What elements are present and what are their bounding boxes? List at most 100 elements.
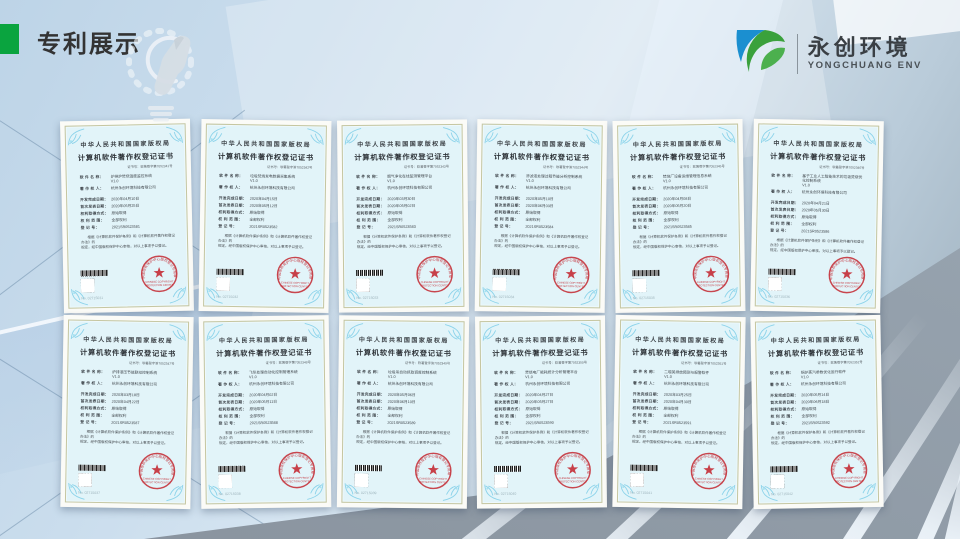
field-label: 权利取得方式： bbox=[494, 406, 523, 412]
field-label: 软 件 名 称： bbox=[494, 370, 518, 375]
field-label: 著 作 权 人： bbox=[632, 185, 656, 191]
svg-text:CHINESE COPYRIGHT: CHINESE COPYRIGHT bbox=[283, 476, 311, 480]
software-name: 垃圾吊自动抓取调度控制系统 V1.0 bbox=[387, 369, 437, 379]
certificate-fields: 软 件 名 称： 焚烧电厂能耗统计分析管理平台 V1.0 著 作 权 人： 杭州永… bbox=[494, 370, 589, 426]
corner-ornament-icon bbox=[168, 286, 186, 304]
qr-code bbox=[630, 473, 644, 487]
publish-date: 2020年05月02日 bbox=[387, 203, 416, 209]
svg-text:PROTECTION CENTER: PROTECTION CENTER bbox=[419, 480, 448, 484]
corner-ornament-icon bbox=[70, 288, 88, 306]
software-name: 锅炉蒸汽参数优化运行软件 V1.0 bbox=[800, 369, 846, 380]
barcode bbox=[492, 268, 520, 276]
field-label: 登 记 号： bbox=[80, 225, 100, 230]
field-label: 著 作 权 人： bbox=[632, 380, 657, 386]
field-label: 著 作 权 人： bbox=[79, 185, 104, 191]
barcode bbox=[78, 464, 106, 472]
barcode bbox=[630, 464, 658, 472]
barcode bbox=[494, 465, 522, 472]
corner-ornament-icon bbox=[344, 482, 362, 500]
field-label: 软 件 名 称： bbox=[633, 369, 658, 375]
copyright-holder: 杭州永创环境科技有限公司 bbox=[249, 185, 295, 191]
qr-code bbox=[492, 277, 507, 292]
corner-ornament-icon bbox=[582, 482, 600, 501]
field-label: 权 利 范 围： bbox=[356, 217, 381, 223]
certificate-codes: No. 02715034 bbox=[492, 268, 520, 300]
copyright-holder: 杭州永创环境科技有限公司 bbox=[110, 184, 156, 191]
barcode bbox=[632, 269, 660, 277]
field-label: 著 作 权 人： bbox=[218, 184, 243, 190]
field-label: 权 利 范 围： bbox=[218, 216, 243, 222]
field-label: 软 件 名 称： bbox=[495, 173, 519, 179]
svg-text:CHINESE COPYRIGHT: CHINESE COPYRIGHT bbox=[281, 281, 309, 285]
certificate-notice: 根据《计算机软件保护条例》和《计算机软件著作权登记办法》的 规定，经中国版权保护中… bbox=[356, 430, 451, 445]
field-label: 权 利 范 围： bbox=[80, 412, 105, 418]
rights-scope: 全部权利 bbox=[387, 217, 403, 223]
copyright-holder: 杭州永创环境科技有限公司 bbox=[663, 185, 709, 191]
publish-date: 2020年05月30日 bbox=[801, 207, 830, 213]
certificate-title: 计算机软件著作权登记证书 bbox=[77, 152, 174, 163]
rights-scope: 全部权利 bbox=[663, 217, 679, 223]
corner-ornament-icon bbox=[620, 128, 638, 146]
rights-scope: 全部权利 bbox=[111, 413, 127, 418]
certificate-fields: 软 件 名 称： 垃圾吊自动抓取调度控制系统 V1.0 著 作 权 人： 杭州永创… bbox=[356, 369, 451, 425]
svg-text:CHINESE COPYRIGHT: CHINESE COPYRIGHT bbox=[421, 280, 449, 284]
certificate-title: 计算机软件著作权登记证书 bbox=[355, 348, 452, 359]
certificate-frame: 中华人民共和国国家版权局 计算机软件著作权登记证书 证书号：软著登字第70523… bbox=[754, 123, 880, 309]
registration-number: 2021SR0523586 bbox=[801, 228, 830, 234]
field-label: 软 件 名 称： bbox=[81, 369, 106, 375]
certificate-notice: 根据《计算机软件保护条例》和《计算机软件著作权登记办法》的 规定，经中国版权保护中… bbox=[770, 430, 865, 446]
acquire-method: 原始取得 bbox=[663, 210, 679, 216]
certificate-notice: 根据《计算机软件保护条例》和《计算机软件著作权登记办法》的 规定，经中国版权保护中… bbox=[79, 430, 175, 446]
field-label: 权 利 范 围： bbox=[770, 221, 795, 227]
page-title: 专利展示 bbox=[37, 31, 141, 58]
field-label: 登 记 号： bbox=[494, 420, 514, 426]
field-label: 著 作 权 人： bbox=[80, 380, 105, 386]
field-label: 首次发表日期： bbox=[218, 202, 247, 208]
serial-number: No. 02715034 bbox=[492, 295, 515, 300]
svg-text:PROTECTION CENTER: PROTECTION CENTER bbox=[142, 480, 171, 485]
software-name: 垃圾焚烧发电数据采集系统 V1.0 bbox=[250, 173, 296, 183]
field-label: 开发完成日期： bbox=[770, 200, 799, 206]
corner-ornament-icon bbox=[208, 126, 226, 144]
certificate-frame: 中华人民共和国国家版权局 计算机软件著作权登记证书 证书号：软著登字第70523… bbox=[616, 319, 742, 505]
acquire-method: 原始取得 bbox=[249, 406, 265, 412]
qr-code bbox=[78, 473, 92, 487]
corner-ornament-icon bbox=[168, 324, 186, 342]
certificate-codes: No. 02715036 bbox=[768, 268, 796, 300]
corner-ornament-icon bbox=[482, 323, 500, 341]
corner-ornament-icon bbox=[306, 482, 324, 500]
svg-text:PROTECTION CENTER: PROTECTION CENTER bbox=[557, 284, 586, 288]
field-label: 开发完成日期： bbox=[80, 196, 109, 202]
svg-text:CHINESE COPYRIGHT: CHINESE COPYRIGHT bbox=[559, 476, 587, 480]
logo-text-en: YONGCHUANG ENV bbox=[807, 59, 922, 71]
acquire-method: 原始取得 bbox=[525, 210, 541, 215]
certificate-card: 中华人民共和国国家版权局 计算机软件著作权登记证书 证书号：软著登字第70523… bbox=[612, 118, 746, 314]
field-label: 开发完成日期： bbox=[494, 195, 523, 201]
certificate-title: 计算机软件著作权登记证书 bbox=[216, 348, 313, 359]
serial-number: No. 02715032 bbox=[216, 295, 239, 300]
field-label: 权利取得方式： bbox=[356, 405, 385, 411]
field-label: 首次发表日期： bbox=[80, 398, 109, 404]
certificate-card: 中华人民共和国国家版权局 计算机软件著作权登记证书 证书号：软著登字第70523… bbox=[336, 119, 470, 313]
corner-ornament-icon bbox=[582, 128, 600, 146]
field-label: 首次发表日期： bbox=[356, 203, 385, 209]
acquire-method: 原始取得 bbox=[249, 210, 265, 215]
svg-text:CHINESE COPYRIGHT: CHINESE COPYRIGHT bbox=[835, 475, 863, 479]
rights-scope: 全部权利 bbox=[249, 413, 265, 419]
registration-number: 2021SR0523581 bbox=[111, 224, 140, 230]
slide-header: 专利展示 bbox=[0, 0, 960, 122]
serial-number: No. 02715031 bbox=[81, 296, 104, 301]
corner-ornament-icon bbox=[482, 286, 500, 304]
certificate-notice: 根据《计算机软件保护条例》和《计算机软件著作权登记办法》的 规定，经中国版权保护中… bbox=[217, 234, 313, 250]
registration-number: 2021SR0523582 bbox=[249, 224, 278, 230]
dev-date: 2020年05月10日 bbox=[525, 196, 554, 202]
acquire-method: 原始取得 bbox=[801, 214, 817, 220]
svg-text:CHINESE COPYRIGHT: CHINESE COPYRIGHT bbox=[143, 477, 171, 481]
svg-text:CHINESE COPYRIGHT: CHINESE COPYRIGHT bbox=[557, 281, 585, 285]
corner-ornament-icon bbox=[206, 324, 224, 342]
qr-code bbox=[770, 474, 785, 489]
software-name: 渗滤液处理过程节能分析控制系统 V1.0 bbox=[525, 173, 583, 183]
official-seal: 中国版权保护中心版权登记专用章 CHINESE COPYRIGHT PROTEC… bbox=[414, 451, 454, 493]
certificate-notice: 根据《计算机软件保护条例》和《计算机软件著作权登记办法》的 规定，经中国版权保护中… bbox=[631, 430, 727, 446]
svg-text:PROTECTION CENTER: PROTECTION CENTER bbox=[835, 479, 864, 484]
